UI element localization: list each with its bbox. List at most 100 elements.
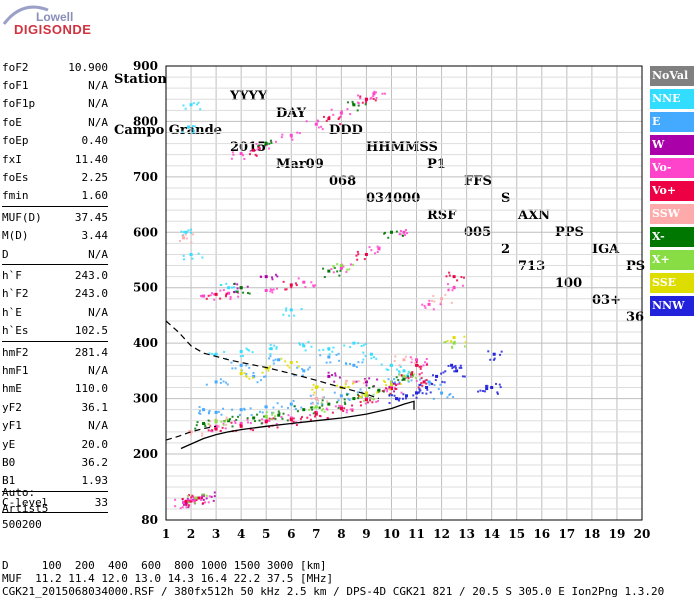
echo-point <box>188 500 191 503</box>
echo-point <box>463 375 466 378</box>
echo-point <box>208 352 211 355</box>
echo-point <box>452 341 456 345</box>
echo-points <box>174 90 503 510</box>
echo-point <box>233 286 236 289</box>
x-tick-label: 12 <box>433 527 450 541</box>
echo-point <box>186 494 189 497</box>
echo-point <box>336 384 339 387</box>
echo-point <box>300 406 303 409</box>
echo-point <box>268 425 271 428</box>
echo-point <box>402 376 405 379</box>
echo-point <box>201 493 204 496</box>
echo-point <box>261 418 264 421</box>
echo-point <box>308 366 311 369</box>
echo-point <box>267 369 270 372</box>
echo-point <box>209 294 212 297</box>
echo-point <box>445 275 448 278</box>
echo-point <box>239 372 243 376</box>
y-tick-label: 400 <box>133 336 158 350</box>
echo-point <box>345 392 348 395</box>
echo-point <box>360 404 363 407</box>
dashed-profile-line <box>165 320 380 400</box>
echo-point <box>298 342 301 345</box>
echo-point <box>364 379 367 382</box>
echo-point <box>345 379 348 382</box>
echo-point <box>207 422 210 425</box>
echo-point <box>342 265 345 268</box>
echo-point <box>270 141 273 144</box>
echo-point <box>337 399 340 402</box>
echo-point <box>211 352 214 355</box>
echo-point <box>272 288 275 291</box>
echo-point <box>439 303 442 306</box>
echo-point <box>184 233 187 236</box>
param-name: M(D) <box>2 229 29 243</box>
echo-point <box>275 346 278 349</box>
echo-point <box>362 344 365 347</box>
echo-point <box>189 499 193 503</box>
param-row: MUF(D) 37.45 <box>2 208 108 226</box>
echo-point <box>439 383 442 386</box>
echo-point <box>317 385 320 388</box>
divider <box>2 512 108 514</box>
echo-point <box>366 395 369 398</box>
footer-muf-row: MUF 11.2 11.4 12.0 13.0 14.3 16.4 22.2 3… <box>2 572 334 585</box>
echo-point <box>220 420 223 423</box>
echo-point <box>189 433 192 436</box>
echo-point <box>395 388 398 391</box>
echo-point <box>319 354 322 357</box>
echo-point <box>407 379 410 382</box>
echo-point <box>323 276 326 279</box>
echo-point <box>214 427 218 431</box>
y-tick-label: 600 <box>133 225 158 239</box>
echo-point <box>337 352 340 355</box>
echo-point <box>377 399 380 402</box>
echo-point <box>195 499 198 502</box>
echo-point <box>307 340 310 343</box>
echo-point <box>433 384 436 387</box>
echo-point <box>256 381 259 384</box>
legend-item: NNE <box>650 89 694 109</box>
echo-point <box>339 407 343 411</box>
y-tick-label: 200 <box>133 447 158 461</box>
echo-point <box>370 249 373 252</box>
legend-item: SSE <box>650 273 694 293</box>
echo-point <box>260 422 263 425</box>
echo-point <box>389 364 392 367</box>
echo-point <box>485 387 489 391</box>
echo-point <box>314 412 318 416</box>
echo-point <box>398 373 401 376</box>
echo-point <box>498 383 501 386</box>
echo-point <box>252 429 255 432</box>
echo-point <box>207 429 210 432</box>
echo-point <box>231 430 234 433</box>
echo-point <box>406 374 409 377</box>
echo-point <box>245 372 248 375</box>
echo-point <box>181 234 184 237</box>
echo-point <box>253 420 256 423</box>
echo-point <box>251 351 254 354</box>
echo-point <box>322 396 325 399</box>
echo-point <box>493 357 496 360</box>
echo-point <box>410 374 414 378</box>
echo-point <box>220 283 223 286</box>
echo-point <box>292 399 295 402</box>
echo-point <box>295 284 298 287</box>
param-name: foEs <box>2 171 29 185</box>
echo-point <box>316 402 319 405</box>
echo-point <box>377 389 380 392</box>
echo-point <box>431 374 434 377</box>
echo-point <box>207 411 210 414</box>
echo-point <box>357 253 360 256</box>
footer-file-info: CGK21_2015068034000.RSF / 380fx512h 50 k… <box>2 585 665 598</box>
echo-point <box>243 372 246 375</box>
echo-point <box>365 253 368 256</box>
x-tick-label: 15 <box>508 527 525 541</box>
echo-point <box>271 278 274 281</box>
series-sse <box>239 335 467 399</box>
echo-point <box>332 346 335 349</box>
echo-point <box>187 506 190 509</box>
echo-point <box>184 230 188 234</box>
param-row: foEs 2.25 <box>2 168 108 186</box>
footer-info: D 100 200 400 600 800 1000 1500 3000 [km… <box>2 559 664 598</box>
